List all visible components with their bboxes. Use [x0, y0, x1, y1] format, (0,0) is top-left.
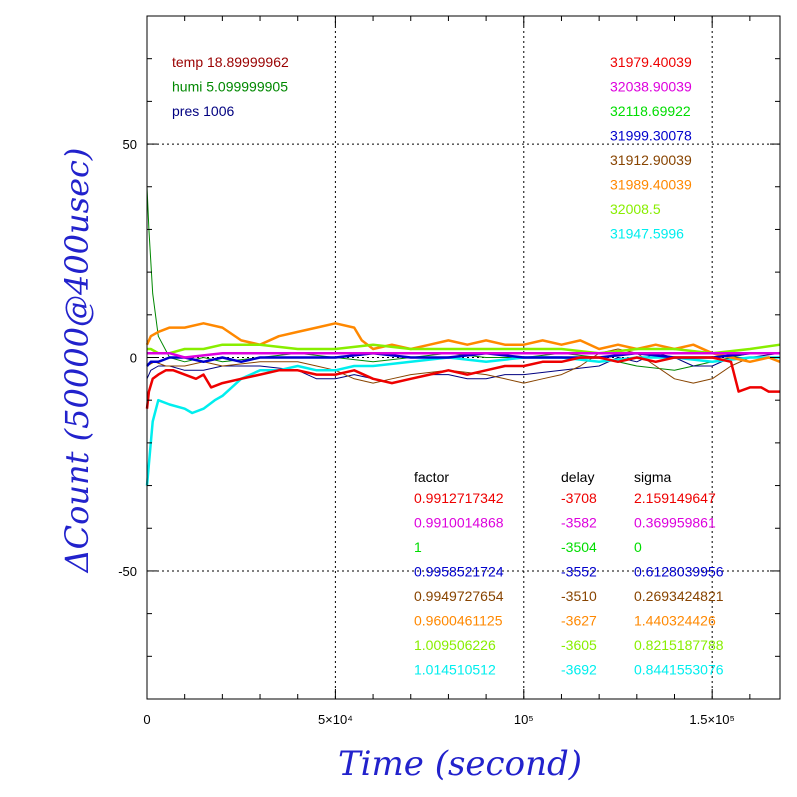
- legends: temp 18.89999962 humi 5.099999905 pres 100…: [172, 54, 724, 678]
- stats-delay-value: -3692: [561, 662, 597, 678]
- series-line-3: [145, 356, 780, 486]
- series-line-5: [147, 343, 781, 355]
- stats-factor-value: 0.9912717342: [414, 490, 504, 506]
- mean-legend-entry: 31947.5996: [610, 226, 684, 242]
- tick-labels: 0 5×10⁴ 10⁵ 1.5×10⁵ 50 0 -50: [118, 137, 735, 727]
- x-tick-label: 1.5×10⁵: [689, 712, 735, 727]
- y-tick-label: 50: [123, 137, 137, 152]
- series-line-8: [145, 356, 780, 409]
- stats-delay-value: -3582: [561, 515, 597, 531]
- stats-header-factor: factor: [414, 469, 449, 485]
- stats-sigma-value: 0.2693424821: [634, 588, 724, 604]
- stats-delay-value: -3504: [561, 539, 597, 555]
- y-tick-label: 0: [130, 351, 137, 366]
- mean-legend-entry: 31989.40039: [610, 177, 692, 193]
- mean-legend-entry: 31912.90039: [610, 152, 692, 168]
- y-tick-label: -50: [118, 564, 137, 579]
- mean-legend-entry: 31999.30078: [610, 128, 692, 144]
- stats-sigma-value: 0: [634, 539, 642, 555]
- series-line-2: [146, 348, 780, 384]
- stats-delay-value: -3552: [561, 564, 597, 580]
- stats-sigma-value: 0.6128039956: [634, 564, 724, 580]
- x-axis-title: Time (second): [338, 744, 582, 784]
- mean-legend-entry: 31979.40039: [610, 54, 692, 70]
- env-legend-entry: humi 5.099999905: [172, 79, 288, 95]
- stats-factor-value: 0.9958521724: [414, 564, 504, 580]
- env-legend-entry: pres 1006: [172, 103, 234, 119]
- mean-legend-entry: 32118.69922: [610, 103, 691, 119]
- stats-factor-value: 1: [414, 539, 422, 555]
- stats-header-sigma: sigma: [634, 469, 672, 485]
- stats-factor-value: 1.014510512: [414, 662, 496, 678]
- stats-sigma-value: 0.8215187788: [634, 637, 724, 653]
- x-tick-label: 10⁵: [514, 712, 534, 727]
- stats-sigma-value: 0.8441553076: [634, 662, 724, 678]
- stats-factor-value: 1.009506226: [414, 637, 496, 653]
- axis-ticks: [146, 15, 780, 700]
- stats-header-delay: delay: [561, 469, 594, 485]
- x-tick-label: 0: [143, 712, 150, 727]
- y-axis-title: ΔCount (50000@400usec): [58, 148, 96, 575]
- series-line-7: [147, 351, 780, 359]
- stats-sigma-value: 1.440324426: [634, 613, 716, 629]
- series-group: [145, 186, 781, 486]
- stats-delay-value: -3708: [561, 490, 597, 506]
- stats-factor-value: 0.9910014868: [414, 515, 504, 531]
- stats-sigma-value: 2.159149647: [634, 490, 716, 506]
- stats-factor-value: 0.9600461125: [414, 613, 503, 629]
- stats-factor-value: 0.9949727654: [414, 588, 504, 604]
- stats-delay-value: -3510: [561, 588, 597, 604]
- stats-delay-value: -3605: [561, 637, 597, 653]
- x-tick-label: 5×10⁴: [318, 712, 353, 727]
- mean-legend-entry: 32008.5: [610, 201, 661, 217]
- env-legend-entry: temp 18.89999962: [172, 54, 289, 70]
- mean-legend-entry: 32038.90039: [610, 79, 692, 95]
- stats-sigma-value: 0.369959861: [634, 515, 716, 531]
- series-line-0: [146, 186, 780, 371]
- stats-delay-value: -3627: [561, 613, 597, 629]
